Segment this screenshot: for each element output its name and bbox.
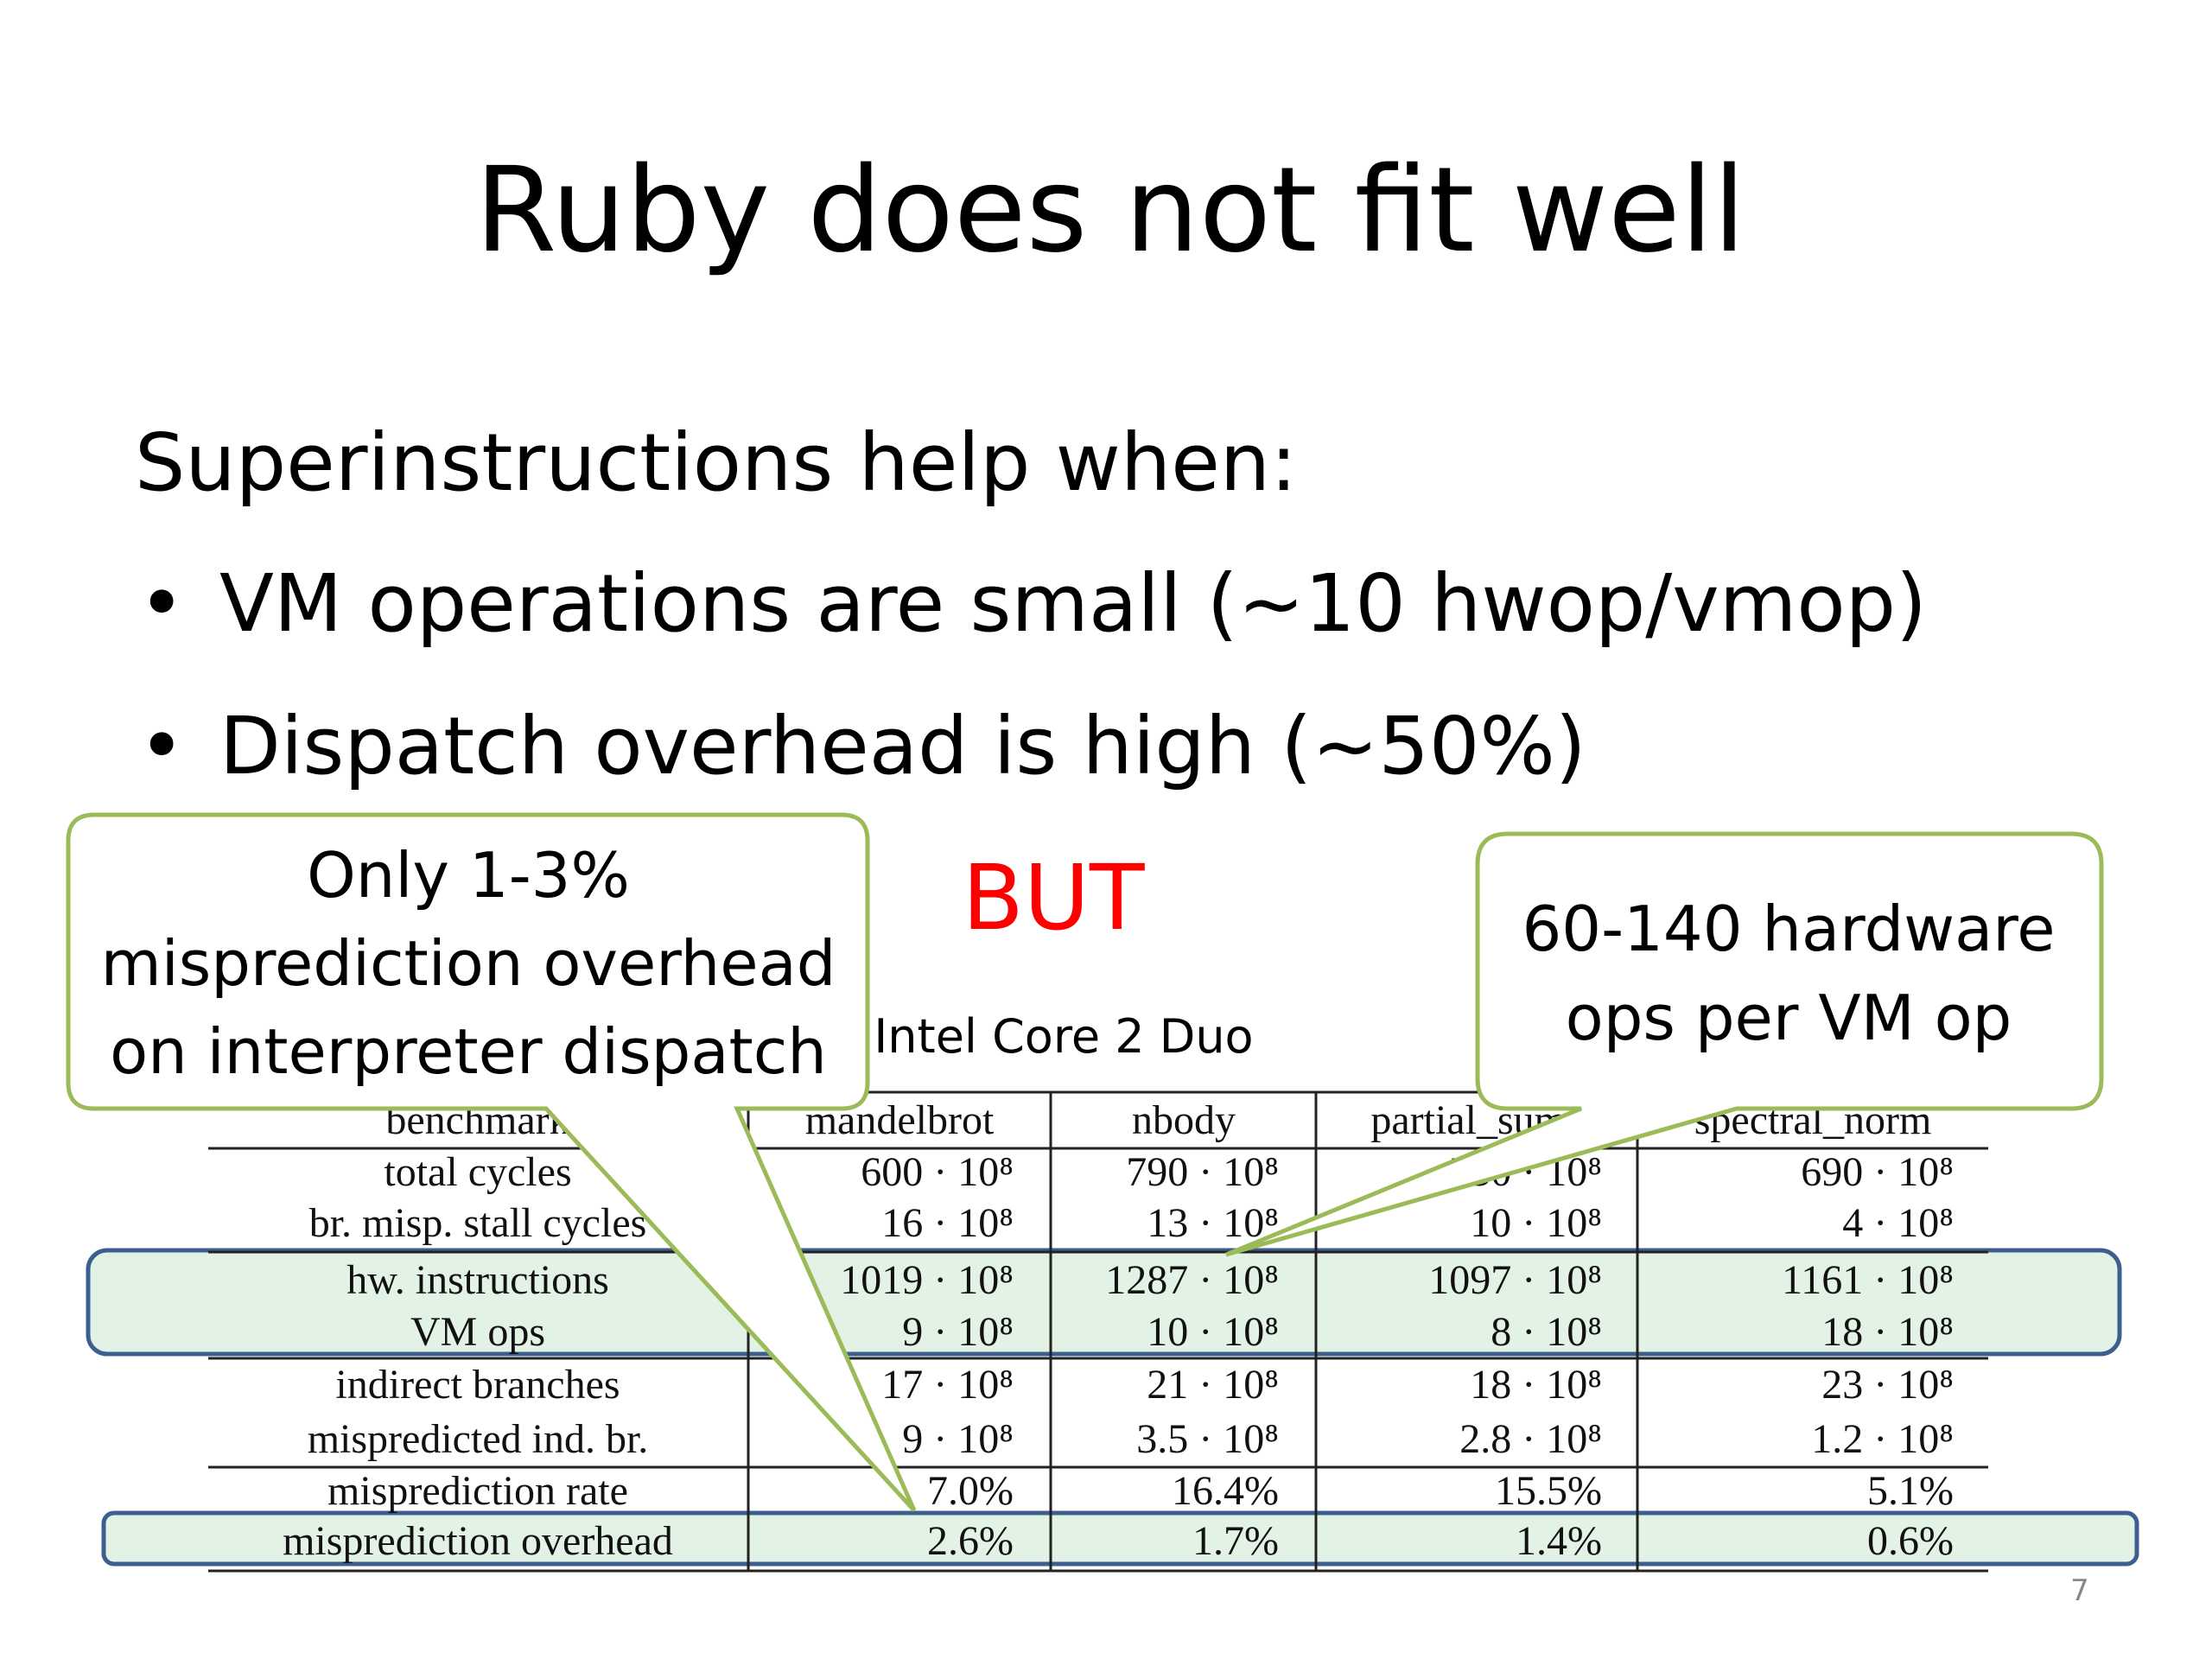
callout-right: 60-140 hardware ops per VM op — [1225, 831, 2104, 1257]
table-cell: 15.5% — [1495, 1468, 1602, 1514]
table-cell: 1019 · 10⁸ — [840, 1257, 1014, 1303]
table-row-label: misprediction rate — [327, 1468, 628, 1514]
table-cell: 0.6% — [1867, 1518, 1954, 1564]
callout-text: 60-140 hardware — [1522, 893, 2055, 965]
callout-text: ops per VM op — [1566, 982, 2012, 1054]
callout-left: Only 1-3% misprediction overhead on inte… — [66, 812, 917, 1512]
page-number: 7 — [2070, 1573, 2089, 1608]
table-cell: 10 · 10⁸ — [1470, 1200, 1602, 1246]
table-row-label: misprediction overhead — [283, 1518, 673, 1564]
table-cell: 13 · 10⁸ — [1147, 1200, 1279, 1246]
table-cell: 3.5 · 10⁸ — [1136, 1416, 1279, 1462]
table-cell: 790 · 10⁸ — [1126, 1149, 1279, 1195]
table-cell: 1161 · 10⁸ — [1782, 1257, 1954, 1303]
table-cell: 5.1% — [1867, 1468, 1954, 1514]
callout-shape — [66, 812, 917, 1512]
table-cell: 1.2 · 10⁸ — [1811, 1416, 1954, 1462]
table-row-label: hw. instructions — [346, 1257, 609, 1303]
table-cell: 690 · 10⁸ — [1801, 1149, 1954, 1195]
callout-text: misprediction overhead — [101, 927, 836, 1000]
table-cell: 4 · 10⁸ — [1842, 1200, 1954, 1246]
highlight-box — [86, 1248, 2122, 1357]
table-header-cell: nbody — [1132, 1097, 1236, 1143]
table-caption: Intel Core 2 Duo — [874, 1009, 1253, 1064]
table-cell: 18 · 10⁸ — [1821, 1309, 1954, 1355]
bullet-text: VM operations are small (~10 hwop/vmop) — [219, 557, 1927, 650]
table-cell: 600 · 10⁸ — [861, 1149, 1014, 1195]
slide-title: Ruby does not fit well — [475, 143, 1746, 279]
but-annotation: BUT — [963, 845, 1145, 950]
table-cell: 9 · 10⁸ — [902, 1416, 1014, 1462]
callout-shape — [1225, 831, 2104, 1257]
bullet-dot: • — [138, 557, 185, 650]
bullet-dot: • — [138, 700, 185, 792]
table-cell: 2.6% — [927, 1518, 1014, 1564]
table-cell: 23 · 10⁸ — [1821, 1362, 1954, 1408]
table-cell: 1097 · 10⁸ — [1428, 1257, 1602, 1303]
table-cell: 21 · 10⁸ — [1147, 1362, 1279, 1408]
table-row-label: indirect branches — [335, 1362, 620, 1408]
intro-text: Superinstructions help when: — [135, 416, 1297, 509]
table-cell: 1.7% — [1192, 1518, 1279, 1564]
table-cell: 16.4% — [1172, 1468, 1279, 1514]
highlight-box — [101, 1510, 2139, 1567]
table-row-label: VM ops — [410, 1309, 545, 1355]
callout-text: on interpreter dispatch — [110, 1015, 827, 1088]
table-row-label: br. misp. stall cycles — [309, 1200, 647, 1246]
table-row-label: total cycles — [384, 1149, 571, 1195]
table-cell: 9 · 10⁸ — [902, 1309, 1014, 1355]
table-cell: 1287 · 10⁸ — [1105, 1257, 1279, 1303]
table-row-label: mispredicted ind. br. — [308, 1416, 649, 1462]
table-cell: 16 · 10⁸ — [881, 1200, 1014, 1246]
bullet-text: Dispatch overhead is high (~50%) — [219, 700, 1586, 792]
table-cell: 8 · 10⁸ — [1491, 1309, 1602, 1355]
table-cell: 18 · 10⁸ — [1470, 1362, 1602, 1408]
table-cell: 1.4% — [1516, 1518, 1602, 1564]
table-cell: 17 · 10⁸ — [881, 1362, 1014, 1408]
callout-text: Only 1-3% — [307, 839, 630, 912]
table-cell: 7.0% — [927, 1468, 1014, 1514]
table-cell: 2.8 · 10⁸ — [1459, 1416, 1602, 1462]
table-cell: 10 · 10⁸ — [1147, 1309, 1279, 1355]
table: benchmark mandelbrot nbody partial_sums spec… — [208, 1090, 1988, 1573]
